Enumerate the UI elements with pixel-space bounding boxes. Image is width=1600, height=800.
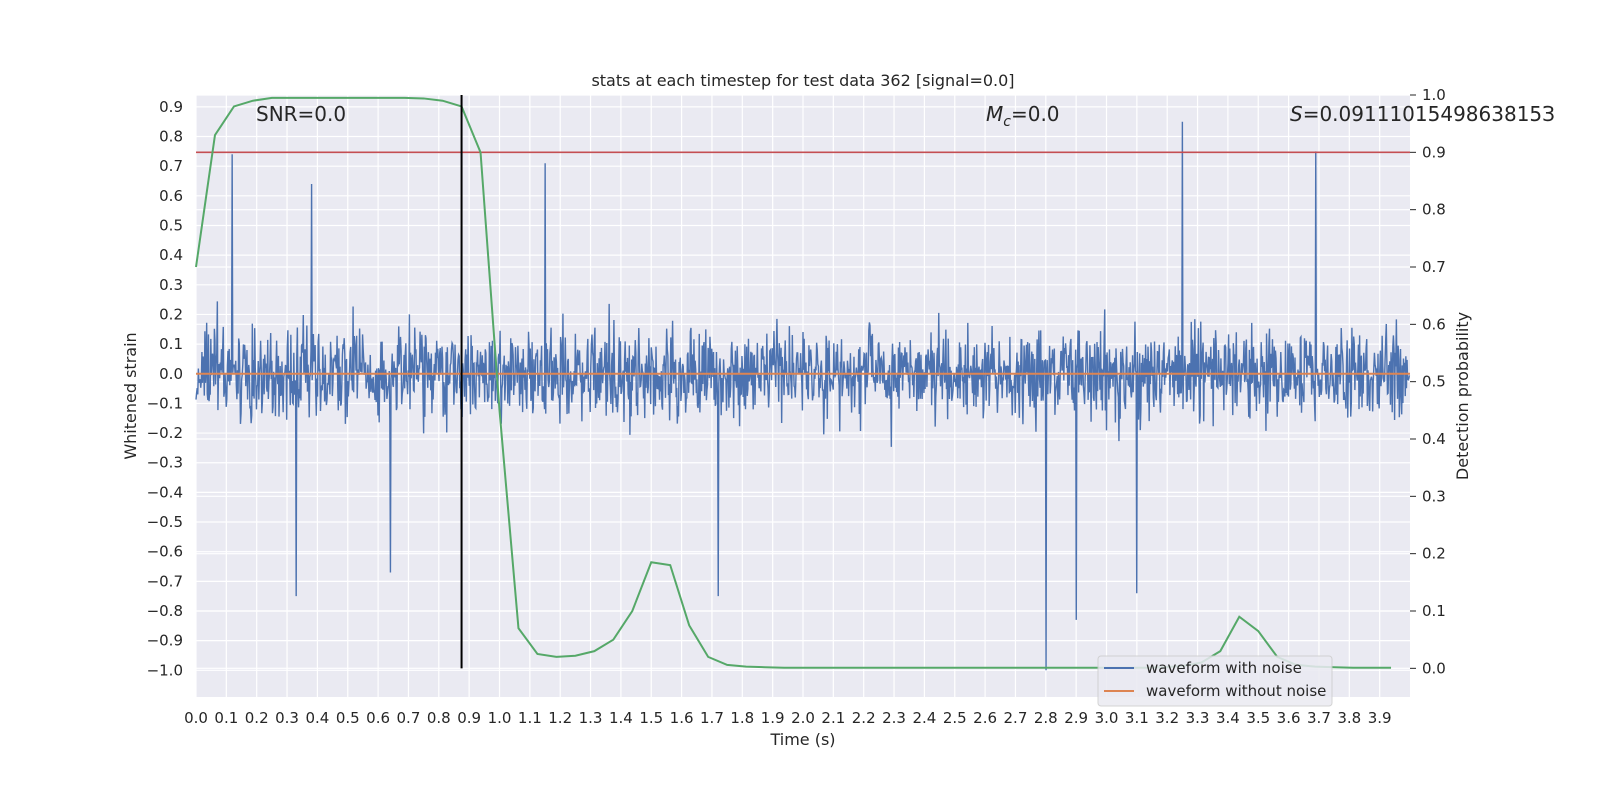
y-tick-label-right: 0.5 [1422,373,1446,391]
legend-label-without-noise: waveform without noise [1146,682,1326,700]
y-tick-label-right: 0.3 [1422,487,1446,505]
x-tick-label: 0.3 [275,709,299,727]
x-tick-label: 3.4 [1216,709,1240,727]
y-tick-label-left: 0.1 [159,335,183,353]
x-tick-label: 3.5 [1246,709,1270,727]
y-axis-left-ticks: 0.9 0.8 0.7 0.6 0.5 0.4 0.3 0.2 0.1 0.0 −0.1 −0.2 −0… [147,98,183,679]
y-tick-label-left: −0.9 [147,632,183,650]
x-tick-label: 2.0 [791,709,815,727]
y-tick-label-left: −0.2 [147,424,183,442]
y-tick-label-left: −1.0 [147,661,183,679]
y-tick-label-right: 0.8 [1422,201,1446,219]
y-tick-label-right: 0.1 [1422,602,1446,620]
chirp-mass-subscript: c [1003,114,1011,130]
x-tick-label: 0.5 [336,709,360,727]
chirp-mass-value: =0.0 [1011,102,1060,126]
y-tick-label-left: 0.2 [159,305,183,323]
x-tick-label: 0.2 [245,709,269,727]
chirp-mass-annotation: Mc=0.0 [986,102,1060,130]
x-tick-label: 3.9 [1368,709,1392,727]
snr-annotation: SNR=0.0 [256,102,346,126]
y-tick-label-left: −0.8 [147,602,183,620]
y-tick-label-left: −0.5 [147,513,183,531]
x-tick-label: 3.2 [1155,709,1179,727]
x-axis-label: Time (s) [769,730,835,749]
y-tick-label-left: −0.7 [147,572,183,590]
x-tick-label: 0.9 [457,709,481,727]
noisy-waveform-line [195,121,1411,671]
x-tick-label: 3.1 [1125,709,1149,727]
y-tick-label-left: −0.4 [147,483,183,501]
x-tick-label: 1.0 [488,709,512,727]
s-annotation: S=0.0911101549863815З [1290,102,1555,126]
x-tick-label: 2.8 [1034,709,1058,727]
y-tick-label-right: 0.0 [1422,659,1446,677]
chart-title: stats at each timestep for test data 362… [591,71,1014,90]
x-tick-label: 3.7 [1307,709,1331,727]
x-tick-label: 2.5 [943,709,967,727]
x-tick-label: 1.8 [730,709,754,727]
legend: waveform with noise waveform without noi… [1097,655,1333,707]
y-tick-label-right: 0.2 [1422,545,1446,563]
x-tick-label: 2.1 [821,709,845,727]
x-tick-label: 3.6 [1277,709,1301,727]
x-tick-label: 0.8 [427,709,451,727]
x-tick-label: 3.3 [1186,709,1210,727]
x-tick-label: 0.0 [184,709,208,727]
x-tick-label: 3.8 [1337,709,1361,727]
x-tick-label: 1.3 [579,709,603,727]
x-tick-label: 0.4 [305,709,329,727]
y-tick-label-left: 0.0 [159,365,183,383]
x-tick-label: 0.6 [366,709,390,727]
y-tick-label-right: 0.9 [1422,143,1446,161]
x-tick-label: 1.4 [609,709,633,727]
y-tick-label-right: 0.7 [1422,258,1446,276]
y-tick-label-left: 0.8 [159,128,183,146]
y-tick-label-left: 0.5 [159,216,183,234]
s-symbol: S [1290,102,1303,126]
y-tick-label-left: 0.7 [159,157,183,175]
y-tick-label-right: 0.4 [1422,430,1446,448]
x-tick-label: 1.2 [548,709,572,727]
y-tick-label-left: −0.6 [147,543,183,561]
x-tick-label: 1.9 [761,709,785,727]
x-tick-label: 3.0 [1095,709,1119,727]
legend-box [1097,655,1333,707]
chirp-mass-symbol: M [986,102,1003,126]
y-tick-label-left: 0.9 [159,98,183,116]
y-tick-label-left: 0.6 [159,187,183,205]
x-tick-label: 0.7 [397,709,421,727]
series-waveform-with-noise [195,121,1411,671]
y-tick-label-right: 1.0 [1422,86,1446,104]
s-value: =0.0911101549863815З [1303,102,1555,126]
x-tick-label: 1.1 [518,709,542,727]
y-tick-label-right: 0.6 [1422,315,1446,333]
x-tick-label: 2.2 [852,709,876,727]
y-tick-label-left: −0.3 [147,454,183,472]
x-tick-label: 1.6 [670,709,694,727]
y-axis-right-ticks: 1.0 0.9 0.8 0.7 0.6 0.5 0.4 0.3 0.2 0.1 0.0 [1410,86,1446,677]
gridlines [195,94,1410,697]
x-axis-ticks: 0.0 0.1 0.2 0.3 0.4 0.5 0.6 0.7 0.8 0.9 1.0 1.1 1.2 1… [184,709,1392,727]
y-tick-label-left: 0.4 [159,246,183,264]
x-tick-label: 0.1 [214,709,238,727]
x-tick-label: 1.7 [700,709,724,727]
y-tick-label-left: −0.1 [147,394,183,412]
legend-label-with-noise: waveform with noise [1146,659,1302,677]
x-tick-label: 2.3 [882,709,906,727]
x-tick-label: 2.4 [912,709,936,727]
x-tick-label: 2.6 [973,709,997,727]
x-tick-label: 2.9 [1064,709,1088,727]
y-axis-right-label: Detection probability [1453,312,1472,480]
y-tick-label-left: 0.3 [159,276,183,294]
y-axis-left-label: Whitened strain [121,332,140,459]
x-tick-label: 2.7 [1004,709,1028,727]
x-tick-label: 1.5 [639,709,663,727]
